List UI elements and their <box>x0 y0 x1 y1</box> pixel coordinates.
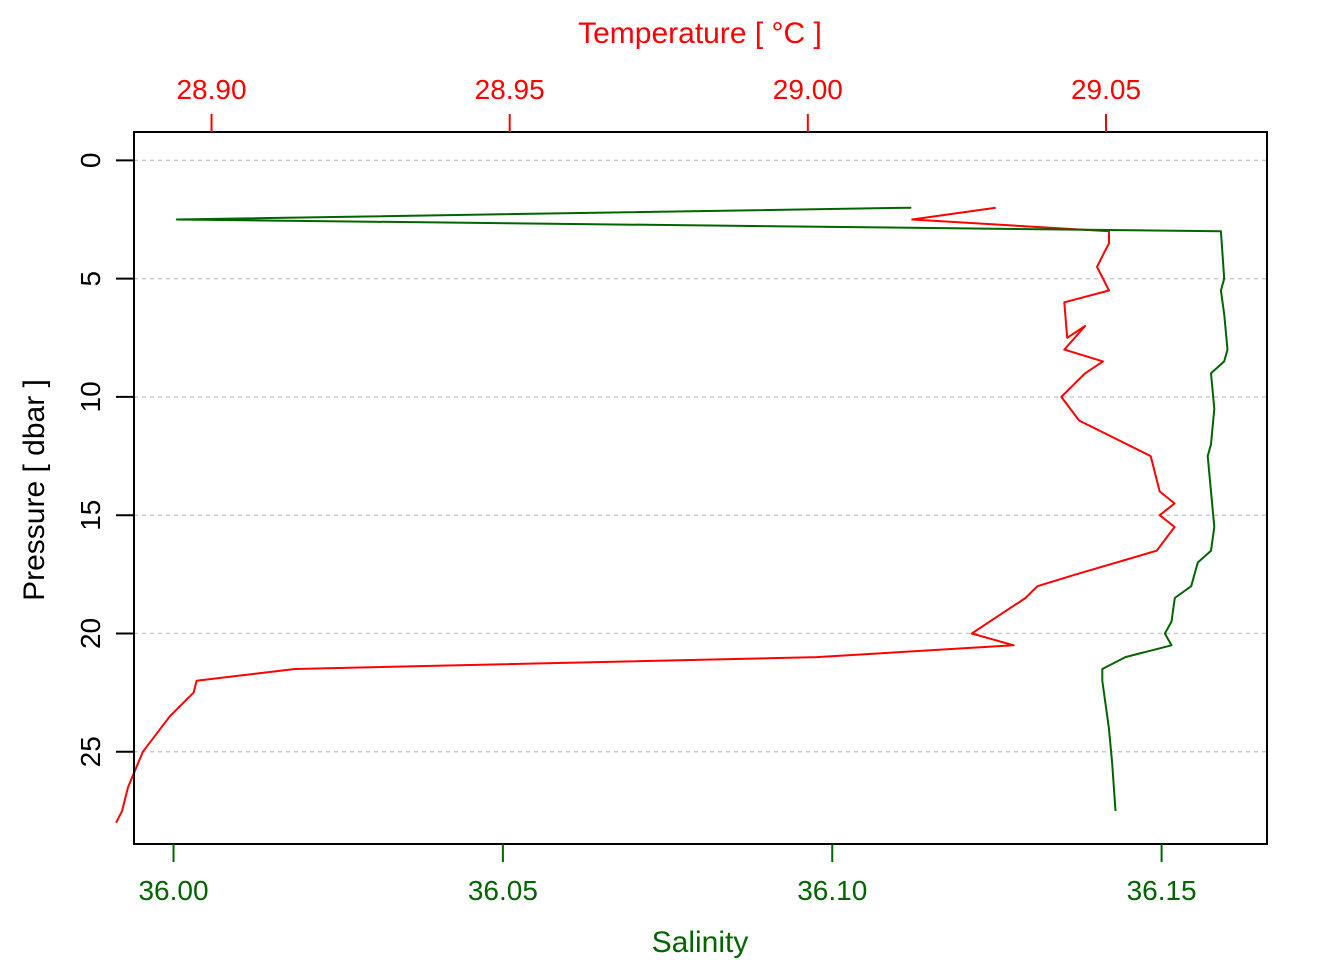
temperature-axis-title: Temperature [ °C ] <box>578 17 822 50</box>
temperature-tick-label-1: 28.95 <box>475 74 545 105</box>
salinity-axis: 36.00 36.05 36.10 36.15 <box>138 844 1197 906</box>
temperature-tick-label-2: 29.00 <box>773 74 843 105</box>
grid-lines <box>134 159 1267 753</box>
pressure-tick-label-3: 15 <box>75 500 106 531</box>
pressure-tick-label-4: 20 <box>75 618 106 649</box>
pressure-tick-label-5: 25 <box>75 736 106 767</box>
data-series <box>115 206 1229 824</box>
pressure-axis-title: Pressure [ dbar ] <box>18 379 51 601</box>
pressure-tick-label-2: 10 <box>75 381 106 412</box>
plot-frame <box>133 131 1268 845</box>
pressure-axis: 0 5 10 15 20 25 <box>75 153 134 767</box>
salinity-axis-title: Salinity <box>652 926 749 959</box>
temperature-axis: 28.90 28.95 29.00 29.05 <box>176 74 1141 132</box>
salinity-tick-label-3: 36.15 <box>1127 875 1197 906</box>
pressure-tick-label-0: 0 <box>75 153 106 169</box>
pressure-tick-label-1: 5 <box>75 271 106 287</box>
salinity-profile-line <box>175 206 1229 811</box>
salinity-tick-label-1: 36.05 <box>468 875 538 906</box>
temperature-profile-line <box>115 206 1176 824</box>
temperature-tick-label-0: 28.90 <box>176 74 246 105</box>
salinity-tick-label-0: 36.00 <box>138 875 208 906</box>
temperature-tick-label-3: 29.05 <box>1071 74 1141 105</box>
salinity-tick-label-2: 36.10 <box>797 875 867 906</box>
